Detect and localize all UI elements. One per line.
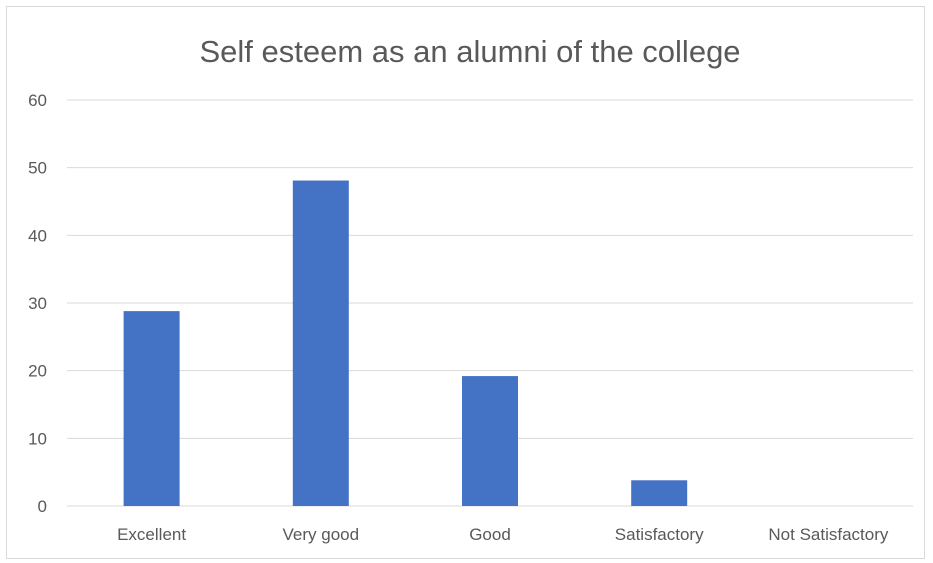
bar-good xyxy=(462,376,518,506)
y-axis-ticks: 0 10 20 30 40 50 60 xyxy=(28,91,47,516)
y-tick-label: 60 xyxy=(28,91,47,110)
y-tick-label: 30 xyxy=(28,294,47,313)
gridlines xyxy=(67,99,913,507)
y-tick-label: 50 xyxy=(28,159,47,178)
y-tick-label: 0 xyxy=(38,497,47,516)
x-category-label: Very good xyxy=(283,525,360,544)
bar-very-good xyxy=(292,180,349,507)
x-category-label: Not Satisfactory xyxy=(768,525,888,544)
y-tick-label: 10 xyxy=(28,429,47,448)
y-tick-label: 20 xyxy=(28,362,47,381)
bar-satisfactory xyxy=(631,480,688,506)
x-category-label: Satisfactory xyxy=(615,525,704,544)
bars xyxy=(123,180,688,507)
bar-excellent xyxy=(123,311,180,506)
x-category-label: Excellent xyxy=(117,525,186,544)
chart-title: Self esteem as an alumni of the college xyxy=(199,34,740,69)
y-tick-label: 40 xyxy=(28,226,47,245)
x-category-label: Good xyxy=(469,525,511,544)
x-axis-categories: Excellent Very good Good Satisfactory Not Sa… xyxy=(117,525,889,544)
